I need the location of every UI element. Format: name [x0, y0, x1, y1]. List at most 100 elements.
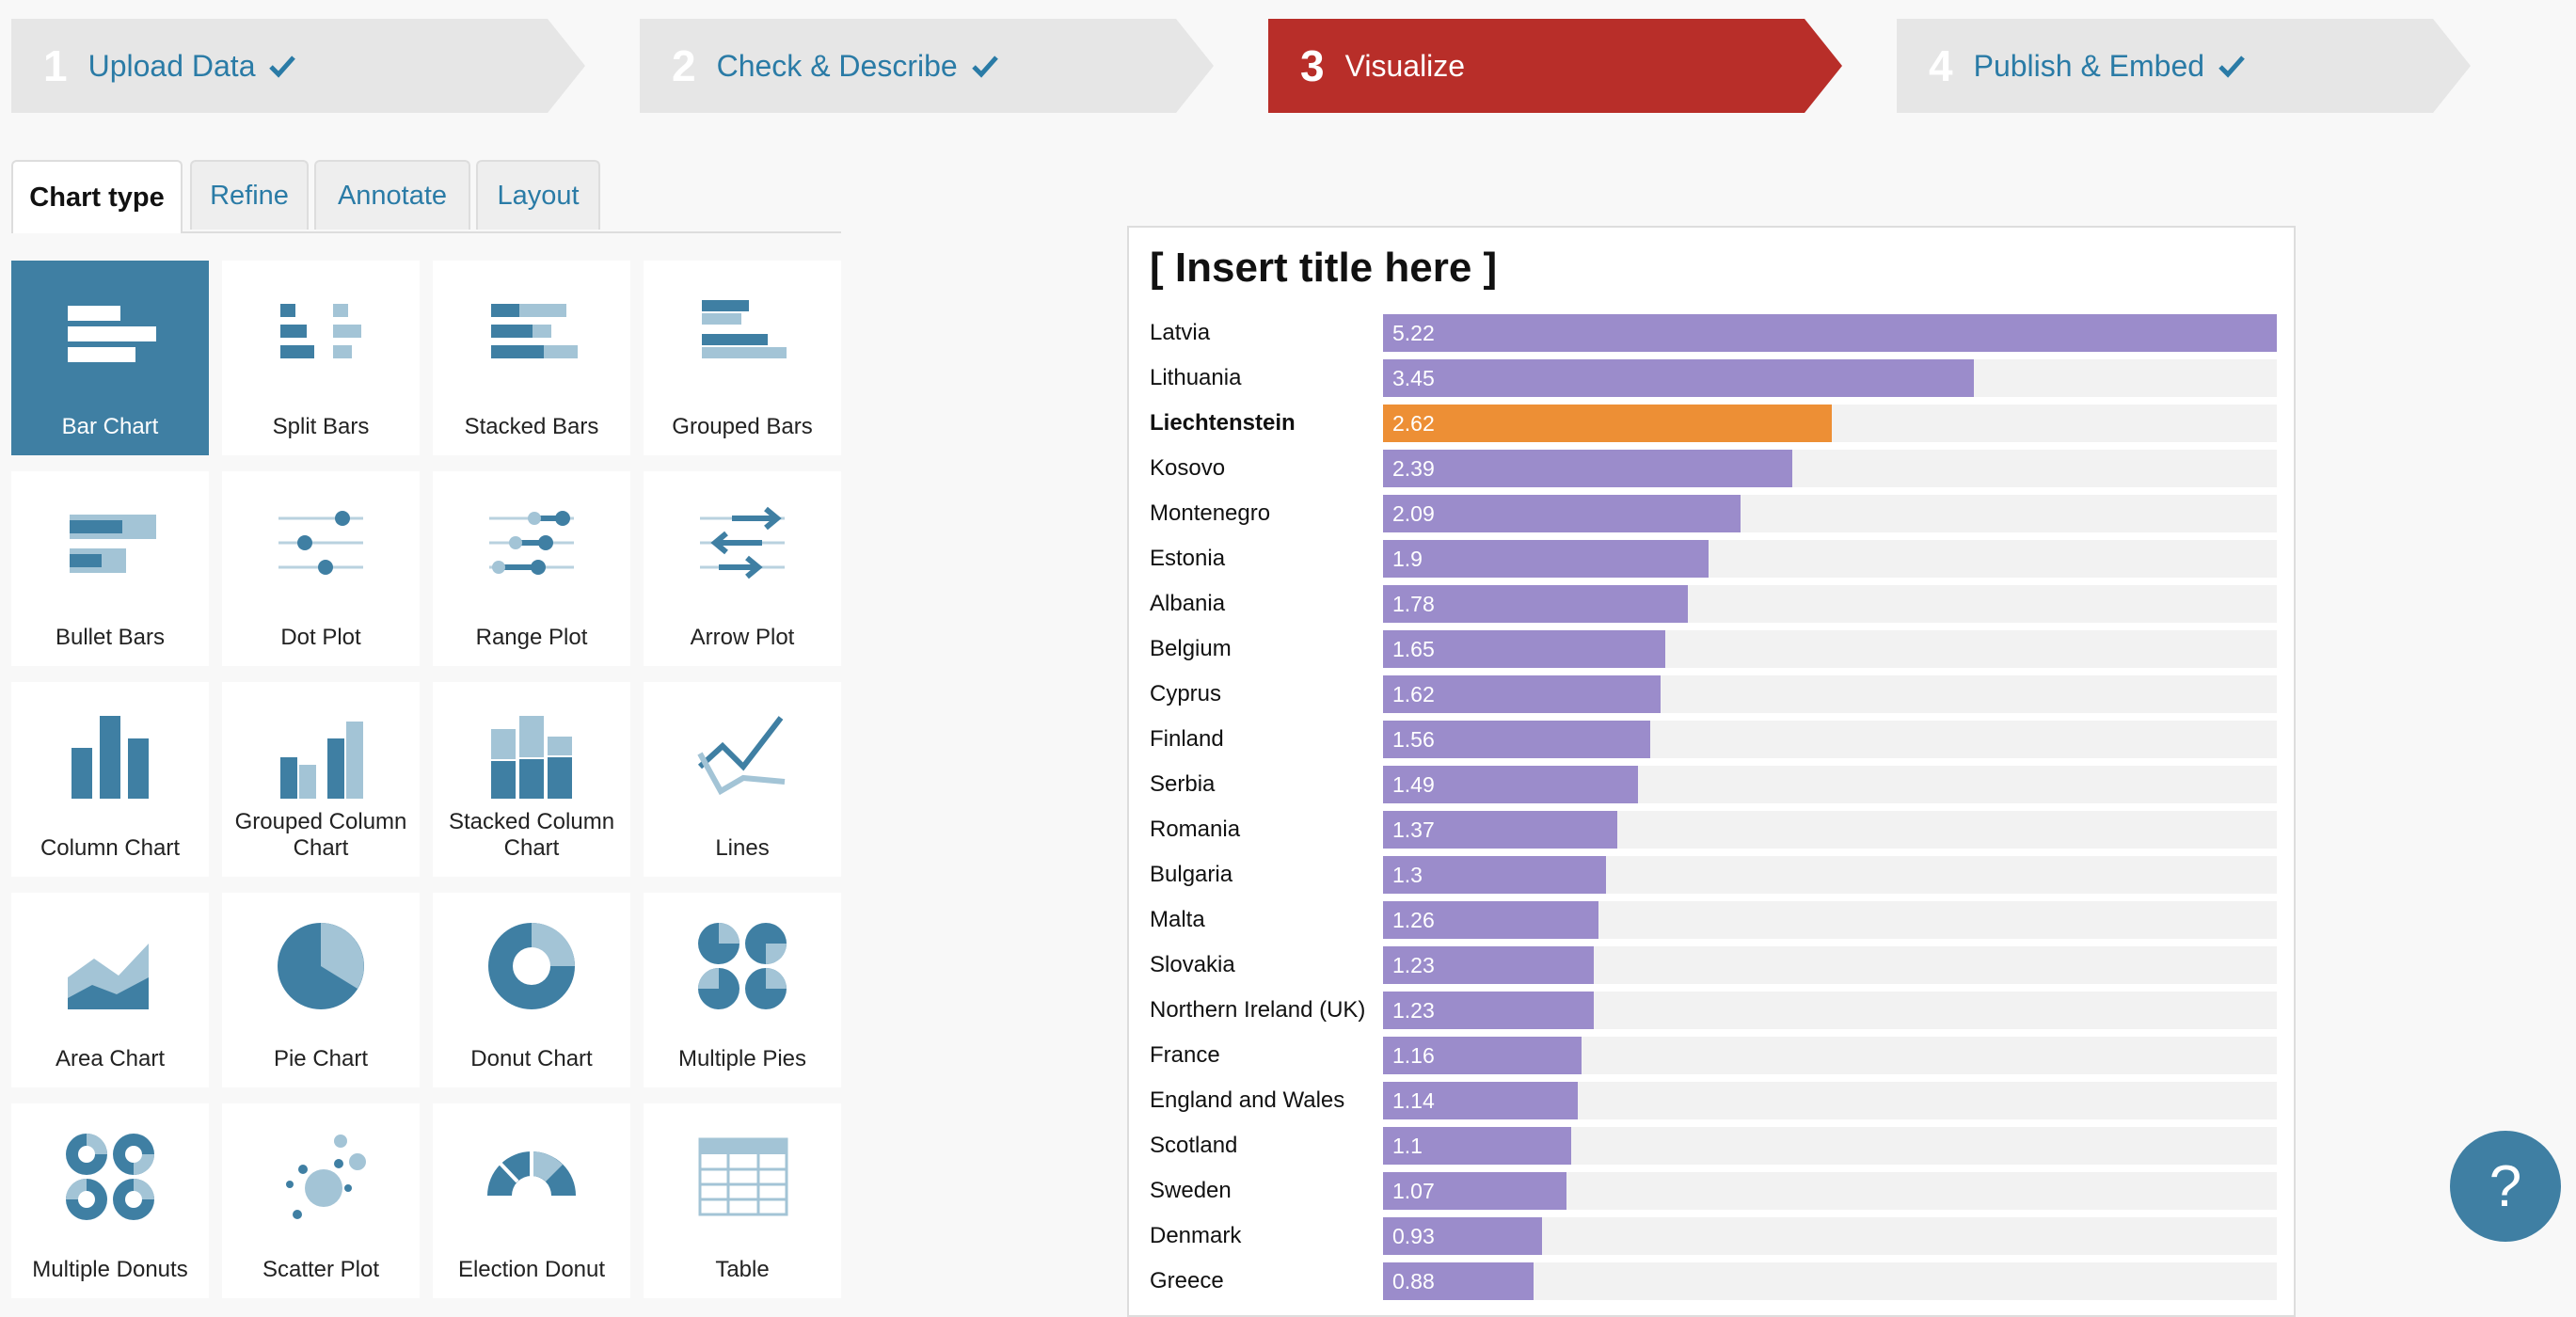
country-label: Northern Ireland (UK)	[1150, 997, 1366, 1023]
chart-type-column-chart[interactable]: Column Chart	[11, 682, 209, 877]
chart-type-area-chart[interactable]: Area Chart	[11, 893, 209, 1087]
help-button[interactable]: ?	[2450, 1131, 2561, 1242]
chart-type-grouped-column-chart[interactable]: Grouped Column Chart	[222, 682, 420, 877]
tab-refine[interactable]: Refine	[190, 160, 309, 230]
step-label: Upload Data	[87, 48, 256, 83]
bar-track: 1.14	[1383, 1082, 2277, 1119]
chart-type-bullet-bars[interactable]: Bullet Bars	[11, 471, 209, 666]
chart-type-label: Column Chart	[40, 835, 181, 861]
chart-type-scatter-plot[interactable]: Scatter Plot	[222, 1103, 420, 1298]
bar: 1.62	[1383, 675, 1661, 713]
bar-track: 1.56	[1383, 721, 2277, 758]
step-publish-embed[interactable]: 4 Publish & Embed	[1897, 19, 2471, 113]
step-number: 4	[1929, 41, 1953, 90]
country-label: Serbia	[1150, 771, 1216, 797]
value-label: 1.23	[1392, 998, 1435, 1023]
chart-type-election-donut[interactable]: Election Donut	[433, 1103, 630, 1298]
country-label: Cyprus	[1150, 681, 1222, 706]
stacked-bars-icon	[433, 287, 630, 381]
bar-chart-icon	[11, 287, 209, 381]
country-label: Liechtenstein	[1150, 410, 1296, 436]
bar-track: 1.16	[1383, 1037, 2277, 1074]
chart-type-arrow-plot[interactable]: Arrow Plot	[644, 471, 841, 666]
chart-type-multiple-donuts[interactable]: Multiple Donuts	[11, 1103, 209, 1298]
step-label: Check & Describe	[716, 48, 958, 83]
bar: 0.93	[1383, 1217, 1543, 1255]
chart-type-dot-plot[interactable]: Dot Plot	[222, 471, 420, 666]
value-label: 1.23	[1392, 953, 1435, 977]
donut-chart-icon	[433, 919, 630, 1013]
step-upload-data[interactable]: 1 Upload Data	[11, 19, 585, 113]
bar-row: Albania 1.78	[1129, 585, 2294, 623]
value-label: 1.62	[1392, 682, 1435, 706]
chart-type-label: Split Bars	[272, 414, 370, 439]
step-number: 1	[43, 41, 68, 90]
bar: 2.09	[1383, 495, 1741, 532]
chart-type-range-plot[interactable]: Range Plot	[433, 471, 630, 666]
election-donut-icon	[433, 1130, 630, 1224]
step-label: Publish & Embed	[1973, 48, 2205, 83]
bar-row: Greece 0.88	[1129, 1262, 2294, 1300]
bar-track: 0.93	[1383, 1217, 2277, 1255]
bar-row: Bulgaria 1.3	[1129, 856, 2294, 894]
tab-chart-type[interactable]: Chart type	[11, 160, 183, 233]
chart-type-label: Area Chart	[55, 1046, 166, 1071]
chart-type-label: Stacked Column Chart	[448, 809, 615, 861]
step-number: 2	[672, 41, 696, 90]
value-label: 0.93	[1392, 1224, 1435, 1248]
country-label: England and Wales	[1150, 1087, 1345, 1113]
country-label: Greece	[1150, 1268, 1224, 1293]
bar-track: 2.62	[1383, 405, 2277, 442]
chart-type-stacked-column-chart[interactable]: Stacked Column Chart	[433, 682, 630, 877]
bar: 1.56	[1383, 721, 1650, 758]
bar-track: 1.49	[1383, 766, 2277, 803]
table-icon	[644, 1130, 841, 1224]
chart-type-pie-chart[interactable]: Pie Chart	[222, 893, 420, 1087]
country-label: Scotland	[1150, 1133, 1238, 1158]
bar-row: Lithuania 3.45	[1129, 359, 2294, 397]
chart-type-bar-chart[interactable]: Bar Chart	[11, 261, 209, 455]
country-label: Bulgaria	[1150, 862, 1233, 887]
step-check-describe[interactable]: 2 Check & Describe	[640, 19, 1214, 113]
bar-track: 2.09	[1383, 495, 2277, 532]
value-label: 1.9	[1392, 547, 1423, 571]
bar: 1.9	[1383, 540, 1709, 578]
bar: 1.3	[1383, 856, 1606, 894]
value-label: 2.39	[1392, 456, 1435, 481]
chart-type-label: Multiple Donuts	[32, 1257, 188, 1282]
chart-type-grouped-bars[interactable]: Grouped Bars	[644, 261, 841, 455]
value-label: 3.45	[1392, 366, 1435, 390]
step-visualize[interactable]: 3 Visualize	[1268, 19, 1842, 113]
chart-type-label: Election Donut	[457, 1257, 606, 1282]
tab-layout[interactable]: Layout	[476, 160, 600, 230]
tab-annotate[interactable]: Annotate	[314, 160, 470, 230]
country-label: Kosovo	[1150, 455, 1226, 481]
bar-track: 1.9	[1383, 540, 2277, 578]
value-label: 1.37	[1392, 817, 1435, 842]
bar: 1.37	[1383, 811, 1618, 849]
bar: 1.16	[1383, 1037, 1582, 1074]
bar-row: Serbia 1.49	[1129, 766, 2294, 803]
value-label: 2.09	[1392, 501, 1435, 526]
chart-type-multiple-pies[interactable]: Multiple Pies	[644, 893, 841, 1087]
bar: 1.14	[1383, 1082, 1579, 1119]
chart-type-label: Scatter Plot	[262, 1257, 380, 1282]
country-label: Lithuania	[1150, 365, 1242, 390]
chart-type-lines[interactable]: Lines	[644, 682, 841, 877]
bar: 1.49	[1383, 766, 1639, 803]
chart-type-split-bars[interactable]: Split Bars	[222, 261, 420, 455]
bar-row: Belgium 1.65	[1129, 630, 2294, 668]
chart-title[interactable]: [ Insert title here ]	[1150, 245, 1498, 291]
chart-type-label: Multiple Pies	[677, 1046, 807, 1071]
chart-type-label: Stacked Bars	[464, 414, 599, 439]
chart-type-stacked-bars[interactable]: Stacked Bars	[433, 261, 630, 455]
chart-type-donut-chart[interactable]: Donut Chart	[433, 893, 630, 1087]
bar-row: Cyprus 1.62	[1129, 675, 2294, 713]
chart-type-label: Dot Plot	[280, 625, 361, 650]
bar: 1.23	[1383, 992, 1594, 1029]
bar: 3.45	[1383, 359, 1974, 397]
bar: 1.26	[1383, 901, 1599, 939]
country-label: Estonia	[1150, 546, 1226, 571]
chart-type-table[interactable]: Table	[644, 1103, 841, 1298]
bar-row: Romania 1.37	[1129, 811, 2294, 849]
